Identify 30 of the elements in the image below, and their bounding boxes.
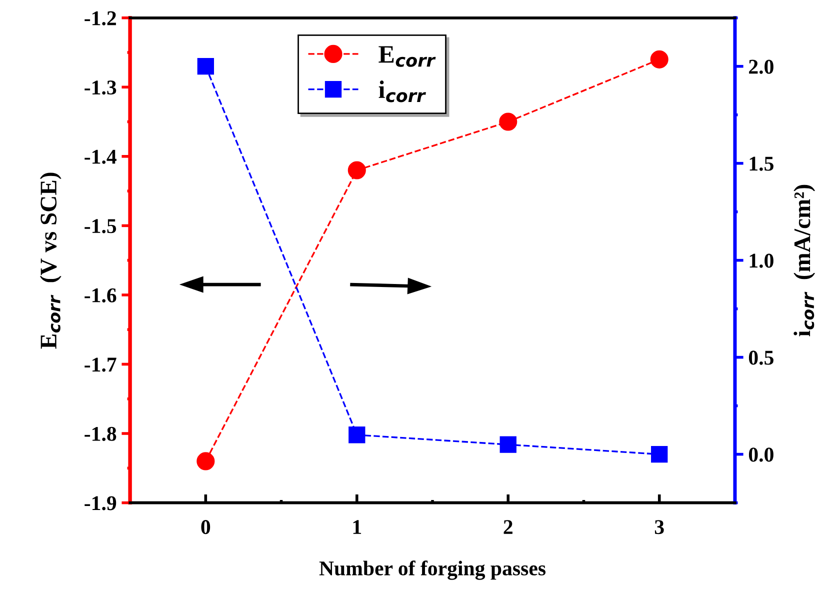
y-tick-label: -1.3 bbox=[84, 80, 116, 95]
y2-tick-label: 0.5 bbox=[748, 350, 774, 365]
point bbox=[651, 446, 668, 463]
point bbox=[348, 161, 366, 180]
legend-label: i$_{corr}$ bbox=[378, 80, 426, 102]
x-tick-label: 1 bbox=[353, 520, 362, 534]
y-tick-label: -1.7 bbox=[84, 358, 116, 372]
x-tick-label: 3 bbox=[654, 520, 664, 534]
y-tick-label: -1.4 bbox=[84, 150, 116, 164]
y2-axis-title: i$_{corr}$ (mA/cm²) bbox=[794, 184, 816, 336]
point bbox=[348, 426, 366, 444]
y-tick-label: -1.2 bbox=[84, 11, 116, 26]
legend-label: E$_{corr}$ bbox=[378, 46, 436, 67]
y-tick-label: -1.9 bbox=[84, 496, 116, 510]
y-axis-title: E$_{corr}$ (V vs SCE) bbox=[40, 172, 62, 349]
point bbox=[197, 58, 214, 75]
y2-tick-label: 2.0 bbox=[749, 60, 774, 74]
x-tick-label: 2 bbox=[504, 520, 512, 534]
y2-tick-label: 0.0 bbox=[748, 448, 774, 462]
y-tick-label: -1.6 bbox=[84, 288, 116, 302]
point bbox=[500, 436, 516, 453]
point bbox=[196, 452, 215, 470]
y2-tick-label: 1.0 bbox=[750, 254, 774, 268]
x-tick-label: 0 bbox=[201, 520, 210, 534]
y2-tick-label: 1.5 bbox=[750, 156, 774, 171]
y-tick-label: -1.8 bbox=[84, 426, 116, 442]
x-axis-title: Number of forging passes bbox=[319, 560, 546, 580]
point bbox=[499, 112, 518, 131]
point bbox=[650, 50, 668, 68]
y-tick-label: -1.5 bbox=[84, 219, 116, 234]
